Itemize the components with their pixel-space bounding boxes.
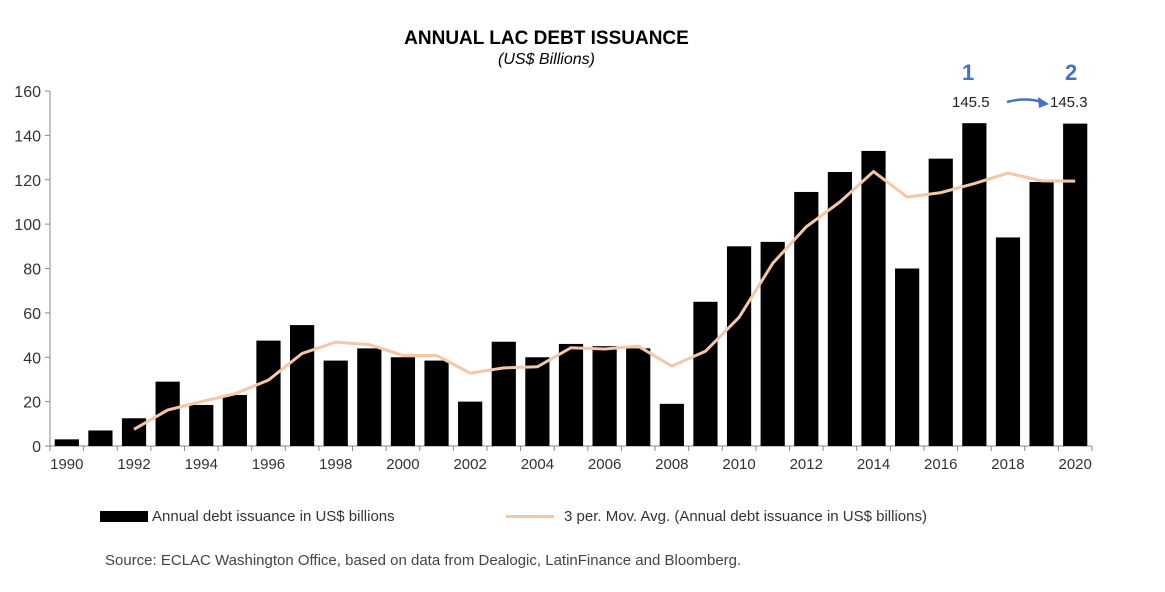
bar-2006 <box>592 346 617 446</box>
legend-line-swatch <box>506 515 554 518</box>
bar-2009 <box>693 301 718 446</box>
x-tick-label: 2012 <box>790 456 823 473</box>
bar-2015 <box>895 268 920 446</box>
x-tick-label: 1992 <box>117 456 150 473</box>
bar-2018 <box>995 237 1021 446</box>
bar-2016 <box>928 158 953 446</box>
bar-1992 <box>121 418 147 446</box>
y-tick-label: 80 <box>23 262 41 279</box>
chart-subtitle: (US$ Billions) <box>498 51 595 68</box>
bar-2002 <box>458 401 483 446</box>
bar-1994 <box>189 404 214 446</box>
y-tick-label: 100 <box>14 217 41 234</box>
annotation-arrow-icon <box>1006 98 1043 104</box>
x-tick-label: 1990 <box>50 456 83 473</box>
bar-2014 <box>861 150 886 446</box>
y-tick-label: 20 <box>23 395 41 412</box>
x-tick-label: 2014 <box>857 456 890 473</box>
chart-title: ANNUAL LAC DEBT ISSUANCE <box>404 28 689 49</box>
bar-2017 <box>962 123 987 446</box>
bar-1995 <box>222 394 247 446</box>
legend-label-line: 3 per. Mov. Avg. (Annual debt issuance i… <box>564 508 927 525</box>
bar-1996 <box>256 340 281 446</box>
bar-1999 <box>357 348 382 446</box>
bar-2012 <box>794 191 819 446</box>
bar-2004 <box>525 357 550 446</box>
y-tick-label: 60 <box>23 306 41 323</box>
bar-2010 <box>726 246 752 446</box>
bar-2003 <box>491 341 516 446</box>
legend-label-bars: Annual debt issuance in US$ billions <box>152 508 395 525</box>
x-tick-label: 2002 <box>453 456 486 473</box>
y-tick-label: 140 <box>14 128 41 145</box>
bar-2013 <box>827 171 853 446</box>
annotation-value-2: 145.3 <box>1050 94 1088 111</box>
annotation-value-1: 145.5 <box>952 94 990 111</box>
y-tick-label: 40 <box>23 350 41 367</box>
bar-2020 <box>1063 123 1088 446</box>
y-tick-label: 120 <box>14 173 41 190</box>
x-tick-label: 1996 <box>252 456 285 473</box>
bar-1990 <box>54 439 79 446</box>
x-tick-label: 2000 <box>386 456 419 473</box>
bar-2000 <box>390 357 416 446</box>
x-tick-label: 2018 <box>991 456 1024 473</box>
legend-bar-swatch <box>100 511 148 522</box>
bar-2011 <box>760 241 785 446</box>
x-tick-label: 2004 <box>521 456 554 473</box>
x-tick-label: 1994 <box>185 456 218 473</box>
x-tick-label: 2010 <box>722 456 755 473</box>
bar-2008 <box>659 403 684 446</box>
x-tick-label: 2016 <box>924 456 957 473</box>
annotation-arrowhead-icon <box>1038 97 1049 108</box>
x-tick-label: 2006 <box>588 456 621 473</box>
x-tick-label: 2020 <box>1059 456 1092 473</box>
y-tick-label: 160 <box>14 84 41 101</box>
x-tick-label: 1998 <box>319 456 352 473</box>
legend-item-bars: Annual debt issuance in US$ billions <box>100 508 395 525</box>
x-tick-label: 2008 <box>655 456 688 473</box>
bar-1997 <box>289 325 315 446</box>
bar-2007 <box>626 348 651 446</box>
legend-item-line: 3 per. Mov. Avg. (Annual debt issuance i… <box>506 508 927 525</box>
annotation-marker-1: 1 <box>962 60 975 85</box>
bar-2001 <box>424 360 449 446</box>
y-tick-label: 0 <box>32 439 41 456</box>
bar-2005 <box>558 343 584 446</box>
source-note: Source: ECLAC Washington Office, based o… <box>105 552 742 569</box>
bar-1991 <box>88 430 113 446</box>
annotation-marker-2: 2 <box>1065 60 1078 85</box>
bar-2019 <box>1029 181 1054 446</box>
bar-1998 <box>323 360 348 446</box>
